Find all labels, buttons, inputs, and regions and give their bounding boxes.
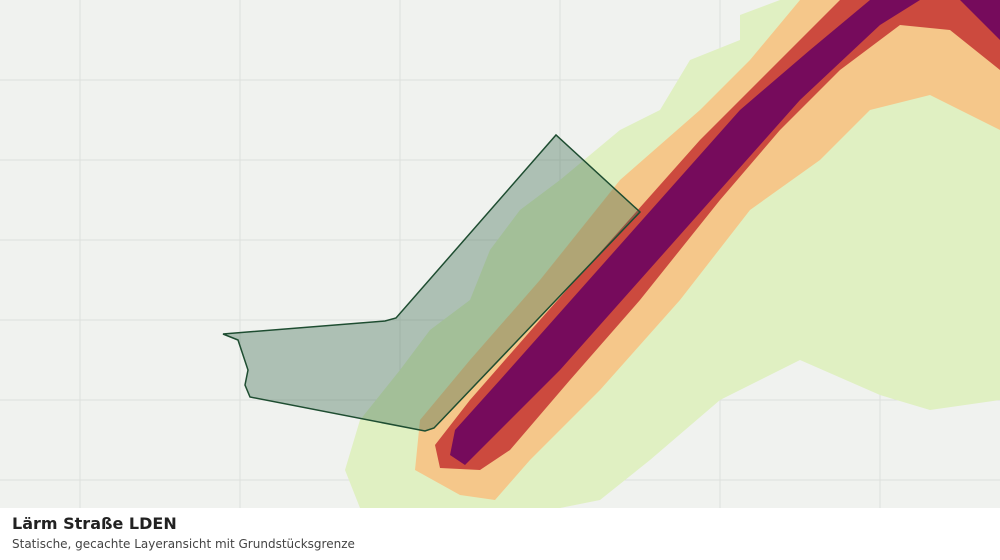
parcel-boundary (222, 133, 642, 432)
map (0, 0, 1000, 508)
noise-zone-65 (435, 0, 1000, 470)
noise-zone-75 (450, 0, 1000, 465)
caption-subtitle: Statische, gecachte Layeransicht mit Gru… (12, 537, 355, 551)
caption-title: Lärm Straße LDEN (12, 514, 177, 533)
caption: Lärm Straße LDEN Statische, gecachte Lay… (0, 508, 1000, 560)
